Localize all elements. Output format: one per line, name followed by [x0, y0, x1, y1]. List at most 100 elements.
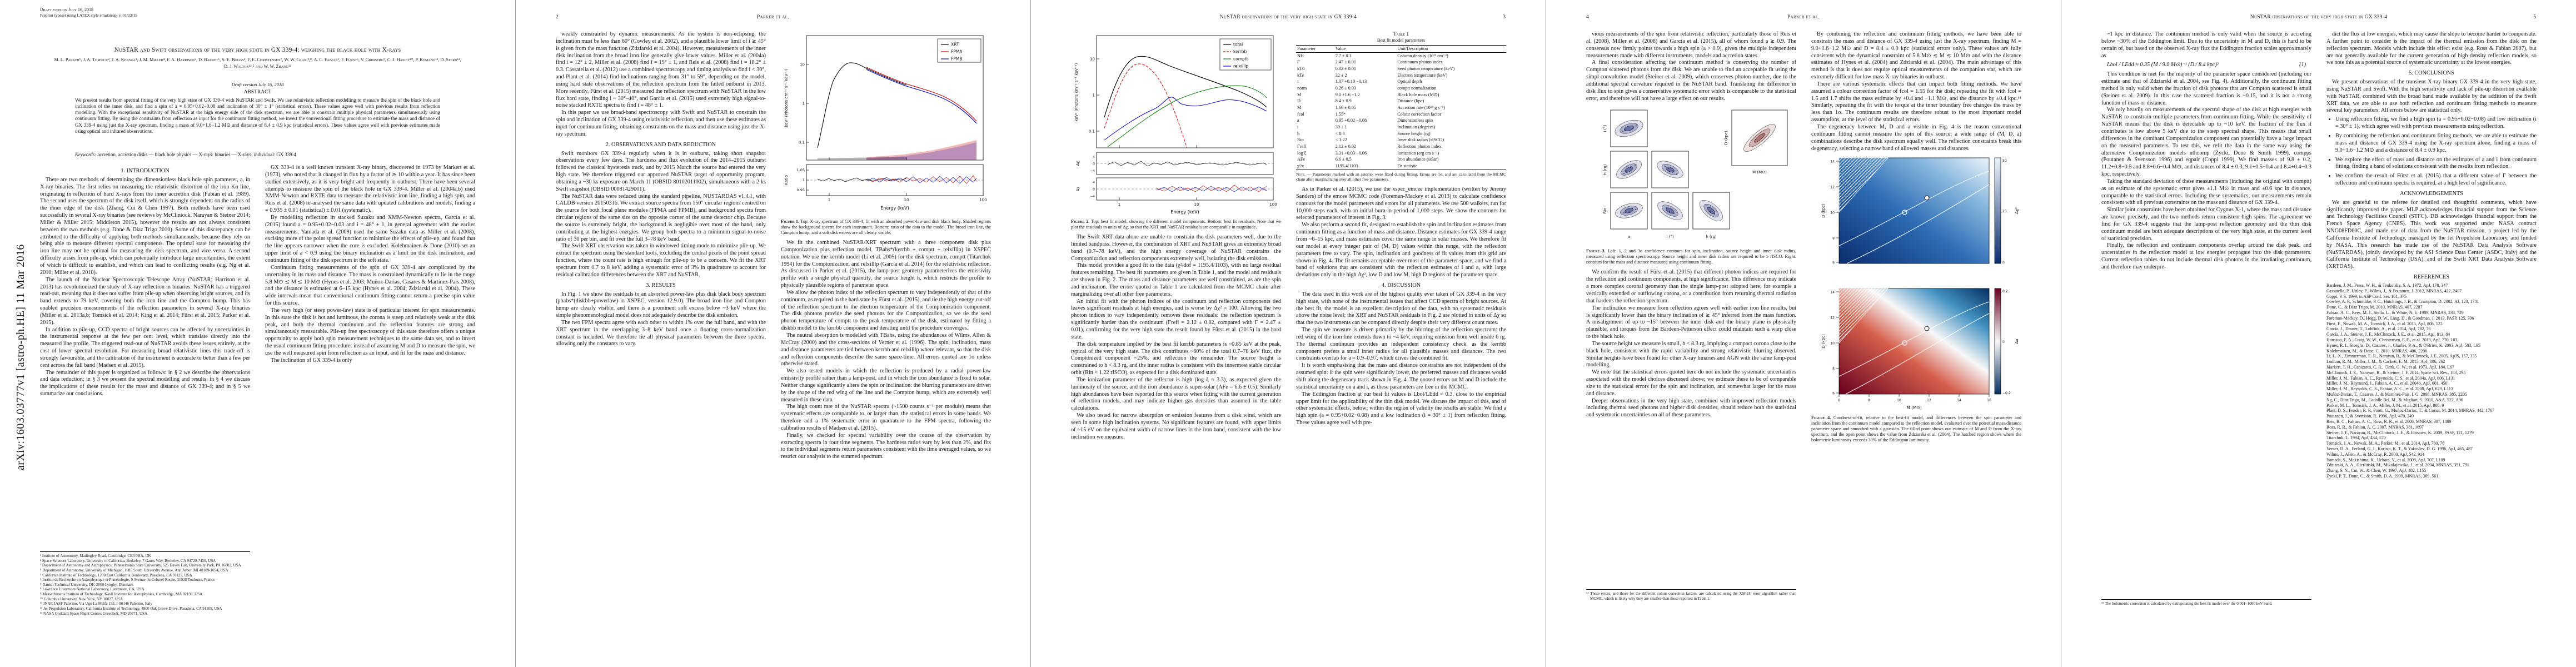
table-row: a 0.95 +0.02 −0.08 Dimensionless spin: [1296, 118, 1506, 125]
footnote-item: ⁵ California Institute of Technology, 12…: [40, 573, 192, 578]
figure-1-caption-text: Top: X-ray spectrum of GX 339-4, fit wit…: [781, 219, 991, 235]
conclusions-intro: We present observations of the transient…: [2326, 79, 2537, 114]
body-paragraph: weakly constrained by dynamic measuremen…: [556, 31, 766, 109]
page4-left-column: vious measurements of the spin from rela…: [1586, 31, 1796, 626]
reference-entry: Kolehmainen, M., & Done, C. 2010, MNRAS,…: [2326, 348, 2428, 354]
figure-2-caption-label: Figure 2.: [1071, 219, 1090, 224]
figure-4-caption-label: Figure 4.: [1811, 415, 1831, 421]
reference-entry: Ludlam, R. M., Miller, J. M., & Cackett,…: [2326, 359, 2445, 365]
figure-2-model-plot: total kerrbb comptt relxilllp 10 1 0.1 4…: [1074, 35, 1277, 215]
fig3-contours-spin-inner-radius: [1615, 203, 1643, 219]
fig2-relxilllp-curve: [1104, 97, 1267, 141]
table-cell-parameter: NH: [1297, 53, 1304, 58]
fig2-xrt-deltachi: [1107, 161, 1267, 167]
page-1: Draft version July 16, 2018 Preprint typ…: [0, 0, 515, 667]
keywords-label: Keywords:: [75, 152, 97, 157]
fig3-xlabel-spin: a: [1628, 235, 1630, 239]
table-cell-value: 30 ± 1: [1335, 124, 1347, 130]
table-row: Ṁ 1.66 ± 0.05 Accretion rate (10¹⁸ g s⁻¹…: [1296, 105, 1506, 112]
reference-entry: Muñoz-Darias, T., Casares, J., & Martíne…: [2326, 391, 2467, 397]
table-cell-description: Reflection photon index: [1397, 143, 1442, 149]
table-cell-value: < 8.3: [1335, 131, 1345, 136]
figure-4-caption-text: Goodness-of-fit, relative to the best-fi…: [1811, 415, 2021, 443]
author-list: M. L. Parker¹, J. A. Tomsick², J. A. Ken…: [54, 57, 461, 69]
fig4-ytick: 12: [1830, 316, 1835, 320]
fig1-ratio-tick: 1: [803, 178, 805, 182]
fig4-xtick: 16: [1987, 399, 1991, 402]
table-cell-parameter: a: [1297, 118, 1299, 123]
reference-entry: Poutanen, J., & Svensson, R. 1996, ApJ, …: [2326, 414, 2414, 419]
table-cell-parameter: τ: [1297, 79, 1299, 84]
table-cell-description: Black hole mass (M⊙): [1397, 92, 1439, 97]
fig4-xtick: 6: [1838, 399, 1840, 402]
fig2-res-tick: 0: [1093, 188, 1095, 192]
body-paragraph: The inclination we measure from reflecti…: [1586, 305, 1796, 340]
table-cell-description: Optical depth: [1397, 79, 1422, 84]
fig3-contours-inclination-height: [1657, 161, 1683, 178]
fig2-kerrbb-curve: [1104, 63, 1188, 148]
table-cell-value: 0.82 ± 0.01: [1335, 66, 1356, 72]
fig4-ytick: 8: [1832, 237, 1835, 241]
fig1-ytick: 10: [800, 63, 805, 67]
table-row: Γrefl 2.12 ± 0.02 Reflection photon inde…: [1296, 143, 1506, 150]
fig3-distance-axis-label: D (kpc): [1724, 131, 1728, 145]
table-1-label: Table 1: [1393, 31, 1409, 37]
reference-entry: Harrison, F. A., Craig, W. W., Christens…: [2326, 337, 2458, 342]
table-cell-value: 0.95 +0.02 −0.08: [1335, 118, 1367, 123]
body-paragraph: The neutral absorption is modelled with …: [781, 332, 991, 367]
abstract-heading: ABSTRACT: [243, 89, 272, 95]
body-paragraph: We rely heavily on measurements of the s…: [2101, 107, 2311, 178]
fig1-xtick: 10: [904, 198, 909, 202]
table-row: norm 0.26 ± 0.03 comptt normalization: [1296, 86, 1506, 92]
fig4-cbarB-tick: −0.2: [2002, 391, 2011, 395]
paper-title: NuSTAR and Swift observations of the ver…: [114, 47, 401, 53]
table-cell-description: Source height (rg): [1397, 131, 1431, 136]
fig1-ytick: 1: [803, 102, 805, 106]
fig4-ytick: 14: [1830, 160, 1835, 164]
table-cell-value: 6.6 ± 0.5: [1335, 157, 1352, 162]
fig1-legend-xrt: XRT: [951, 42, 959, 47]
fig3-contours-mass-distance: [1743, 124, 1776, 152]
table-cell-parameter: D: [1297, 98, 1301, 104]
table-cell-value: 1.55*: [1335, 111, 1346, 117]
draft-version-line: Draft version July 16, 2018: [40, 7, 93, 12]
body-paragraph: We confirm the result of Fürst et al. (2…: [1586, 269, 1796, 304]
body-paragraph: The Swift XRT data alone are unable to c…: [1071, 234, 1281, 262]
reference-entry: Ross, R. R., & Fabian, A. C. 2007, MNRAS…: [2326, 424, 2424, 430]
fig1-fpmb-spectrum-curve: [866, 69, 977, 124]
body-paragraph: The source height we measure is small, h…: [1586, 340, 1796, 369]
running-head: NuSTAR observations of the very high sta…: [1219, 14, 1357, 20]
page5-right-column: dict the flux at low energies, which may…: [2326, 31, 2537, 626]
fig1-ratio-tick: 1.05: [797, 168, 805, 172]
fig3-xlabel-inclination: i (°): [1666, 235, 1673, 239]
table-cell-value: 2.12 ± 0.02: [1335, 143, 1356, 149]
figure-2-caption: Figure 2. Top: best fit model, showing t…: [1071, 219, 1281, 230]
fig1-xrt-spectrum-curve: [817, 62, 907, 148]
fig4-ytick: 10: [1830, 211, 1835, 215]
fig2-fpma-deltachi: [1156, 185, 1267, 192]
reference-entry: Steiner, J. F., Narayan, R., McClintock,…: [2326, 430, 2474, 435]
table-cell-value: 32 ± 2: [1335, 72, 1347, 78]
table-cell-description: Seed photon temperature (keV): [1397, 66, 1455, 72]
body-paragraph: Deeper observations in the very high sta…: [1586, 397, 1796, 419]
page-number: 2: [556, 14, 559, 20]
table-cell-description: Continuum photon index: [1397, 59, 1443, 65]
acknowledgements-heading: ACKNOWLEDGEMENTS: [2400, 190, 2463, 197]
reference-entry: McClintock, J. E., Narayan, R., & Steine…: [2326, 370, 2466, 375]
body-paragraph: The inclination of GX 339-4 is only: [271, 357, 352, 364]
body-paragraph: The launch of the Nuclear Spectroscopic …: [40, 276, 250, 326]
body-paragraph: We also tested for narrow absorption or …: [1071, 412, 1281, 440]
body-paragraph: This model provides a good fit to the da…: [1071, 262, 1281, 297]
keywords-text: accretion, accretion disks — black hole …: [97, 152, 296, 157]
body-paragraph: By modelling reflection in stacked Suzak…: [265, 214, 475, 263]
reference-entry: Miller, J. M., Raymond, J., Fabian, A. C…: [2326, 381, 2448, 386]
fig4-ytick: 8: [1832, 367, 1835, 371]
table-header-row: Parameter Value Unit/Description: [1296, 45, 1506, 53]
fig2-total-model-curve: [1104, 56, 1267, 118]
fig3-xlabel-height: h (rg): [1706, 235, 1717, 239]
table-1: Table 1 Best fit model parameters Parame…: [1296, 31, 1506, 182]
page2-right-column: XRT FPMA FPMB 10 1 0.1 1.05 1 0.95 1 10 …: [781, 31, 991, 626]
body-paragraph: In Fig. 1 we show the residuals to an ab…: [556, 291, 766, 319]
footnote-item: ³ Department of Astronomy and Astrophysi…: [40, 563, 241, 568]
